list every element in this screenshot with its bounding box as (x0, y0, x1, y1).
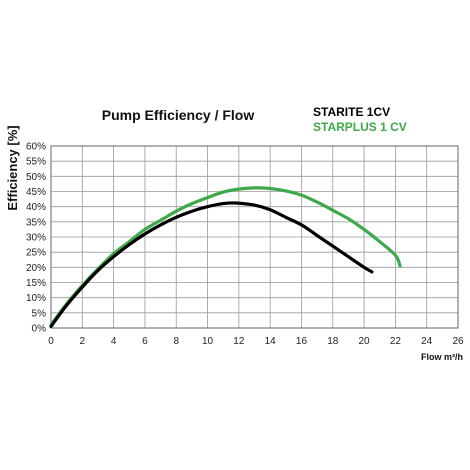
tick-labels: 0%5%10%15%20%25%30%35%40%45%50%55%60%0 2 4… (26, 142, 464, 348)
x-tick-label: 20 (359, 336, 371, 347)
x-tick-label: 8 (173, 336, 179, 347)
x-tick-label: 12 (233, 336, 245, 347)
y-tick-label: 15% (26, 278, 46, 289)
y-tick-label: 5% (32, 308, 47, 319)
y-tick-label: 30% (26, 233, 46, 244)
x-tick-label: 6 (142, 336, 148, 347)
legend-entry-starite: STARITE 1CV (313, 105, 390, 119)
legend-entry-starplus: STARPLUS 1 CV (313, 120, 407, 134)
x-tick-label: 2 (80, 336, 86, 347)
series-line-starplus (49, 186, 402, 327)
x-tick-label: 26 (452, 336, 464, 347)
y-tick-label: 45% (26, 187, 46, 198)
y-tick-label: 40% (26, 202, 46, 213)
y-tick-label: 55% (26, 157, 46, 168)
plot-frame (50, 145, 459, 329)
y-tick-label: 25% (26, 248, 46, 259)
y-tick-label: 35% (26, 217, 46, 228)
y-tick-label: 10% (26, 293, 46, 304)
y-tick-label: 0% (32, 324, 47, 335)
y-axis-label: Efficiency [%] (5, 125, 20, 210)
x-tick-label: 14 (265, 336, 277, 347)
y-tick-label: 20% (26, 263, 46, 274)
x-axis-label: Flow m³/h (421, 352, 463, 362)
chart-title: Pump Efficiency / Flow (102, 107, 255, 123)
x-tick-label: 10 (202, 336, 214, 347)
y-tick-label: 60% (26, 142, 46, 153)
x-tick-label: 24 (421, 336, 433, 347)
series-line-starite (49, 201, 374, 329)
x-tick-label: 18 (327, 336, 339, 347)
series-lines (49, 186, 402, 329)
x-tick-label: 22 (390, 336, 402, 347)
x-tick-label: 4 (111, 336, 117, 347)
x-tick-label: 16 (296, 336, 308, 347)
grid (50, 145, 459, 329)
x-tick-label: 0 (48, 336, 54, 347)
y-tick-label: 50% (26, 172, 46, 183)
